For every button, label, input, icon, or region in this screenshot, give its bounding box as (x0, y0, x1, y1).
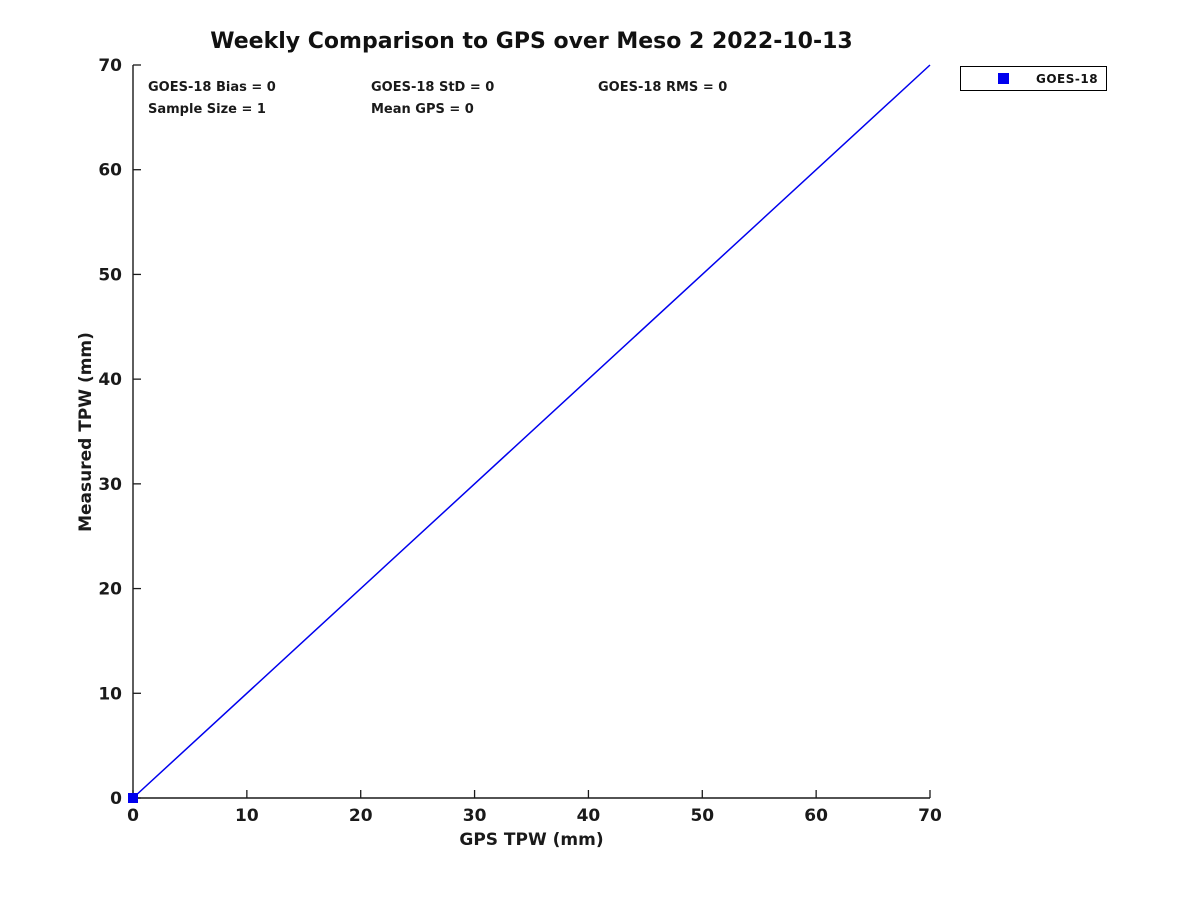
y-tick-label: 40 (98, 370, 122, 390)
chart-title: Weekly Comparison to GPS over Meso 2 202… (210, 29, 853, 54)
x-tick-label: 50 (690, 806, 714, 826)
x-tick-label: 0 (127, 806, 139, 826)
y-tick-label: 10 (98, 684, 122, 704)
x-tick-label: 20 (349, 806, 373, 826)
stat-rms: GOES-18 RMS = 0 (598, 80, 728, 95)
stat-mean-gps: Mean GPS = 0 (371, 102, 474, 117)
stat-sample-size: Sample Size = 1 (148, 102, 266, 117)
stat-std: GOES-18 StD = 0 (371, 80, 495, 95)
y-tick-label: 70 (98, 56, 122, 76)
y-tick-label: 30 (98, 475, 122, 495)
y-tick-label: 0 (110, 789, 122, 809)
y-axis-label: Measured TPW (mm) (76, 332, 96, 532)
x-tick-label: 70 (918, 806, 942, 826)
x-tick-label: 30 (463, 806, 487, 826)
x-tick-label: 10 (235, 806, 259, 826)
identity-line (132, 64, 931, 799)
x-axis-label: GPS TPW (mm) (459, 830, 604, 850)
data-point-marker (128, 793, 138, 803)
legend-entry-label: GOES-18 (1036, 71, 1099, 86)
legend-marker-square (998, 73, 1009, 84)
x-tick-label: 60 (804, 806, 828, 826)
y-tick-label: 60 (98, 161, 122, 181)
y-tick-label: 20 (98, 580, 122, 600)
legend: GOES-18 (960, 66, 1107, 91)
stat-bias: GOES-18 Bias = 0 (148, 80, 276, 95)
y-tick-label: 50 (98, 265, 122, 285)
x-tick-label: 40 (577, 806, 601, 826)
